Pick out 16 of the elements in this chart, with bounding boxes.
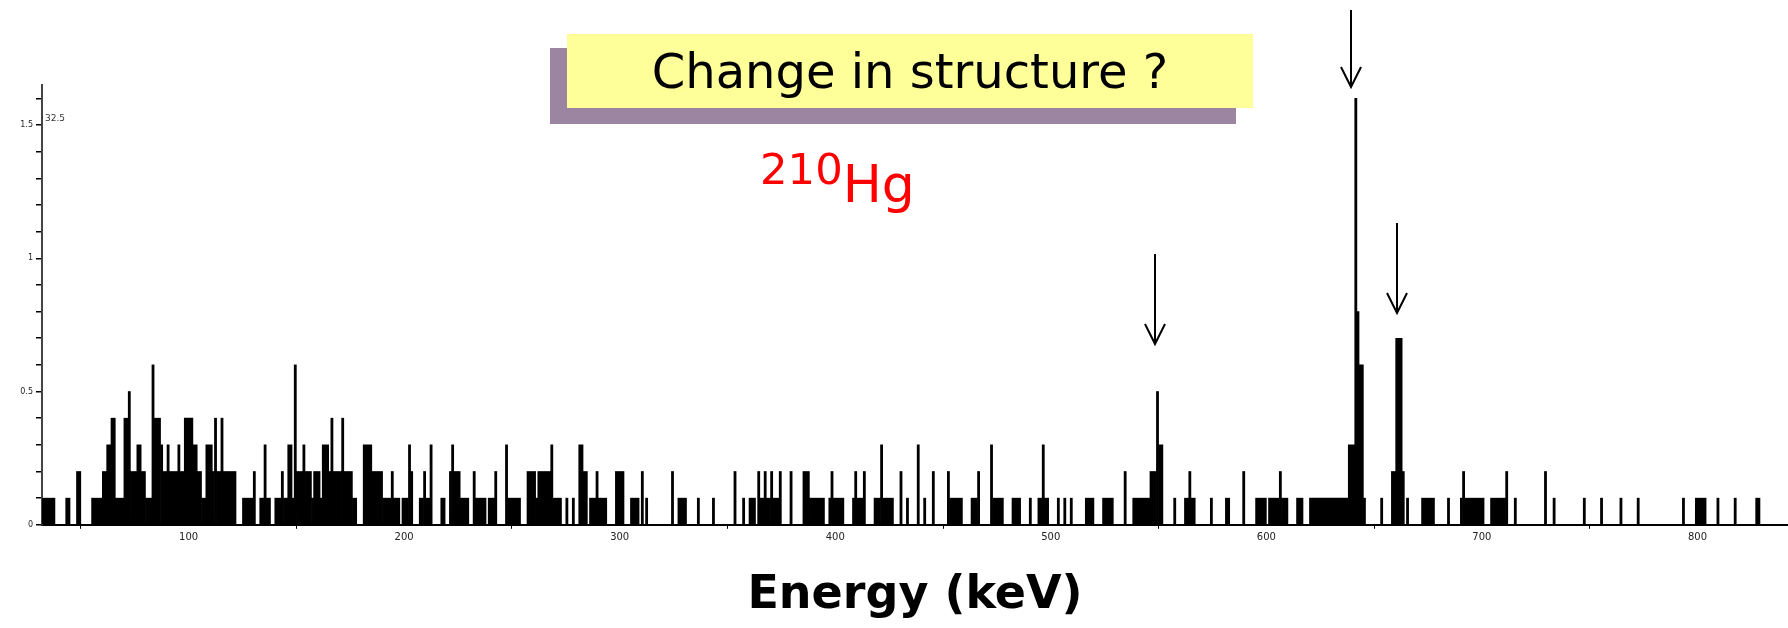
y-tick-label: 1 xyxy=(27,253,33,263)
x-tick-label: 500 xyxy=(1041,531,1061,543)
x-tick-label: 100 xyxy=(179,531,199,543)
y-tick-label: 0.5 xyxy=(20,386,33,396)
chart-title: Change in structure ? xyxy=(567,34,1253,108)
x-tick-label: 200 xyxy=(394,531,414,543)
x-axis-title: Energy (keV) xyxy=(747,565,1083,620)
x-tick-label: 800 xyxy=(1687,531,1708,543)
y-tick-label: 1.5 xyxy=(20,120,33,130)
y-tick-label: 0 xyxy=(27,519,33,529)
annotation: 32.5 xyxy=(45,113,66,124)
x-tick-label: 600 xyxy=(1256,531,1276,543)
x-tick-label: 700 xyxy=(1472,531,1492,543)
x-tick-label: 400 xyxy=(825,531,845,543)
annotation: $^{210}$Hg xyxy=(760,144,915,215)
x-tick-label: 300 xyxy=(610,531,630,543)
